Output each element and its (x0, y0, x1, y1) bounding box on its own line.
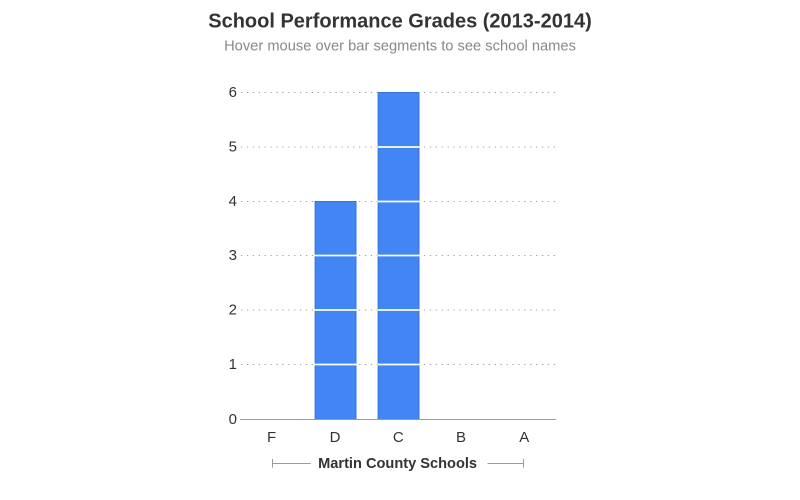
svg-text:4: 4 (229, 193, 237, 210)
svg-text:0: 0 (229, 411, 237, 428)
svg-text:3: 3 (229, 247, 237, 264)
svg-text:C: C (393, 429, 404, 446)
svg-text:B: B (456, 429, 466, 446)
svg-text:F: F (267, 429, 276, 446)
svg-text:D: D (330, 429, 341, 446)
svg-text:Hover mouse over bar segments: Hover mouse over bar segments to see sch… (224, 39, 576, 55)
svg-text:5: 5 (229, 139, 237, 156)
svg-text:A: A (519, 429, 529, 446)
svg-text:6: 6 (229, 84, 237, 101)
svg-text:School Performance Grades (201: School Performance Grades (2013-2014) (208, 11, 592, 33)
svg-text:2: 2 (229, 302, 237, 319)
svg-text:Martin County Schools: Martin County Schools (318, 456, 477, 472)
svg-text:1: 1 (229, 356, 237, 373)
